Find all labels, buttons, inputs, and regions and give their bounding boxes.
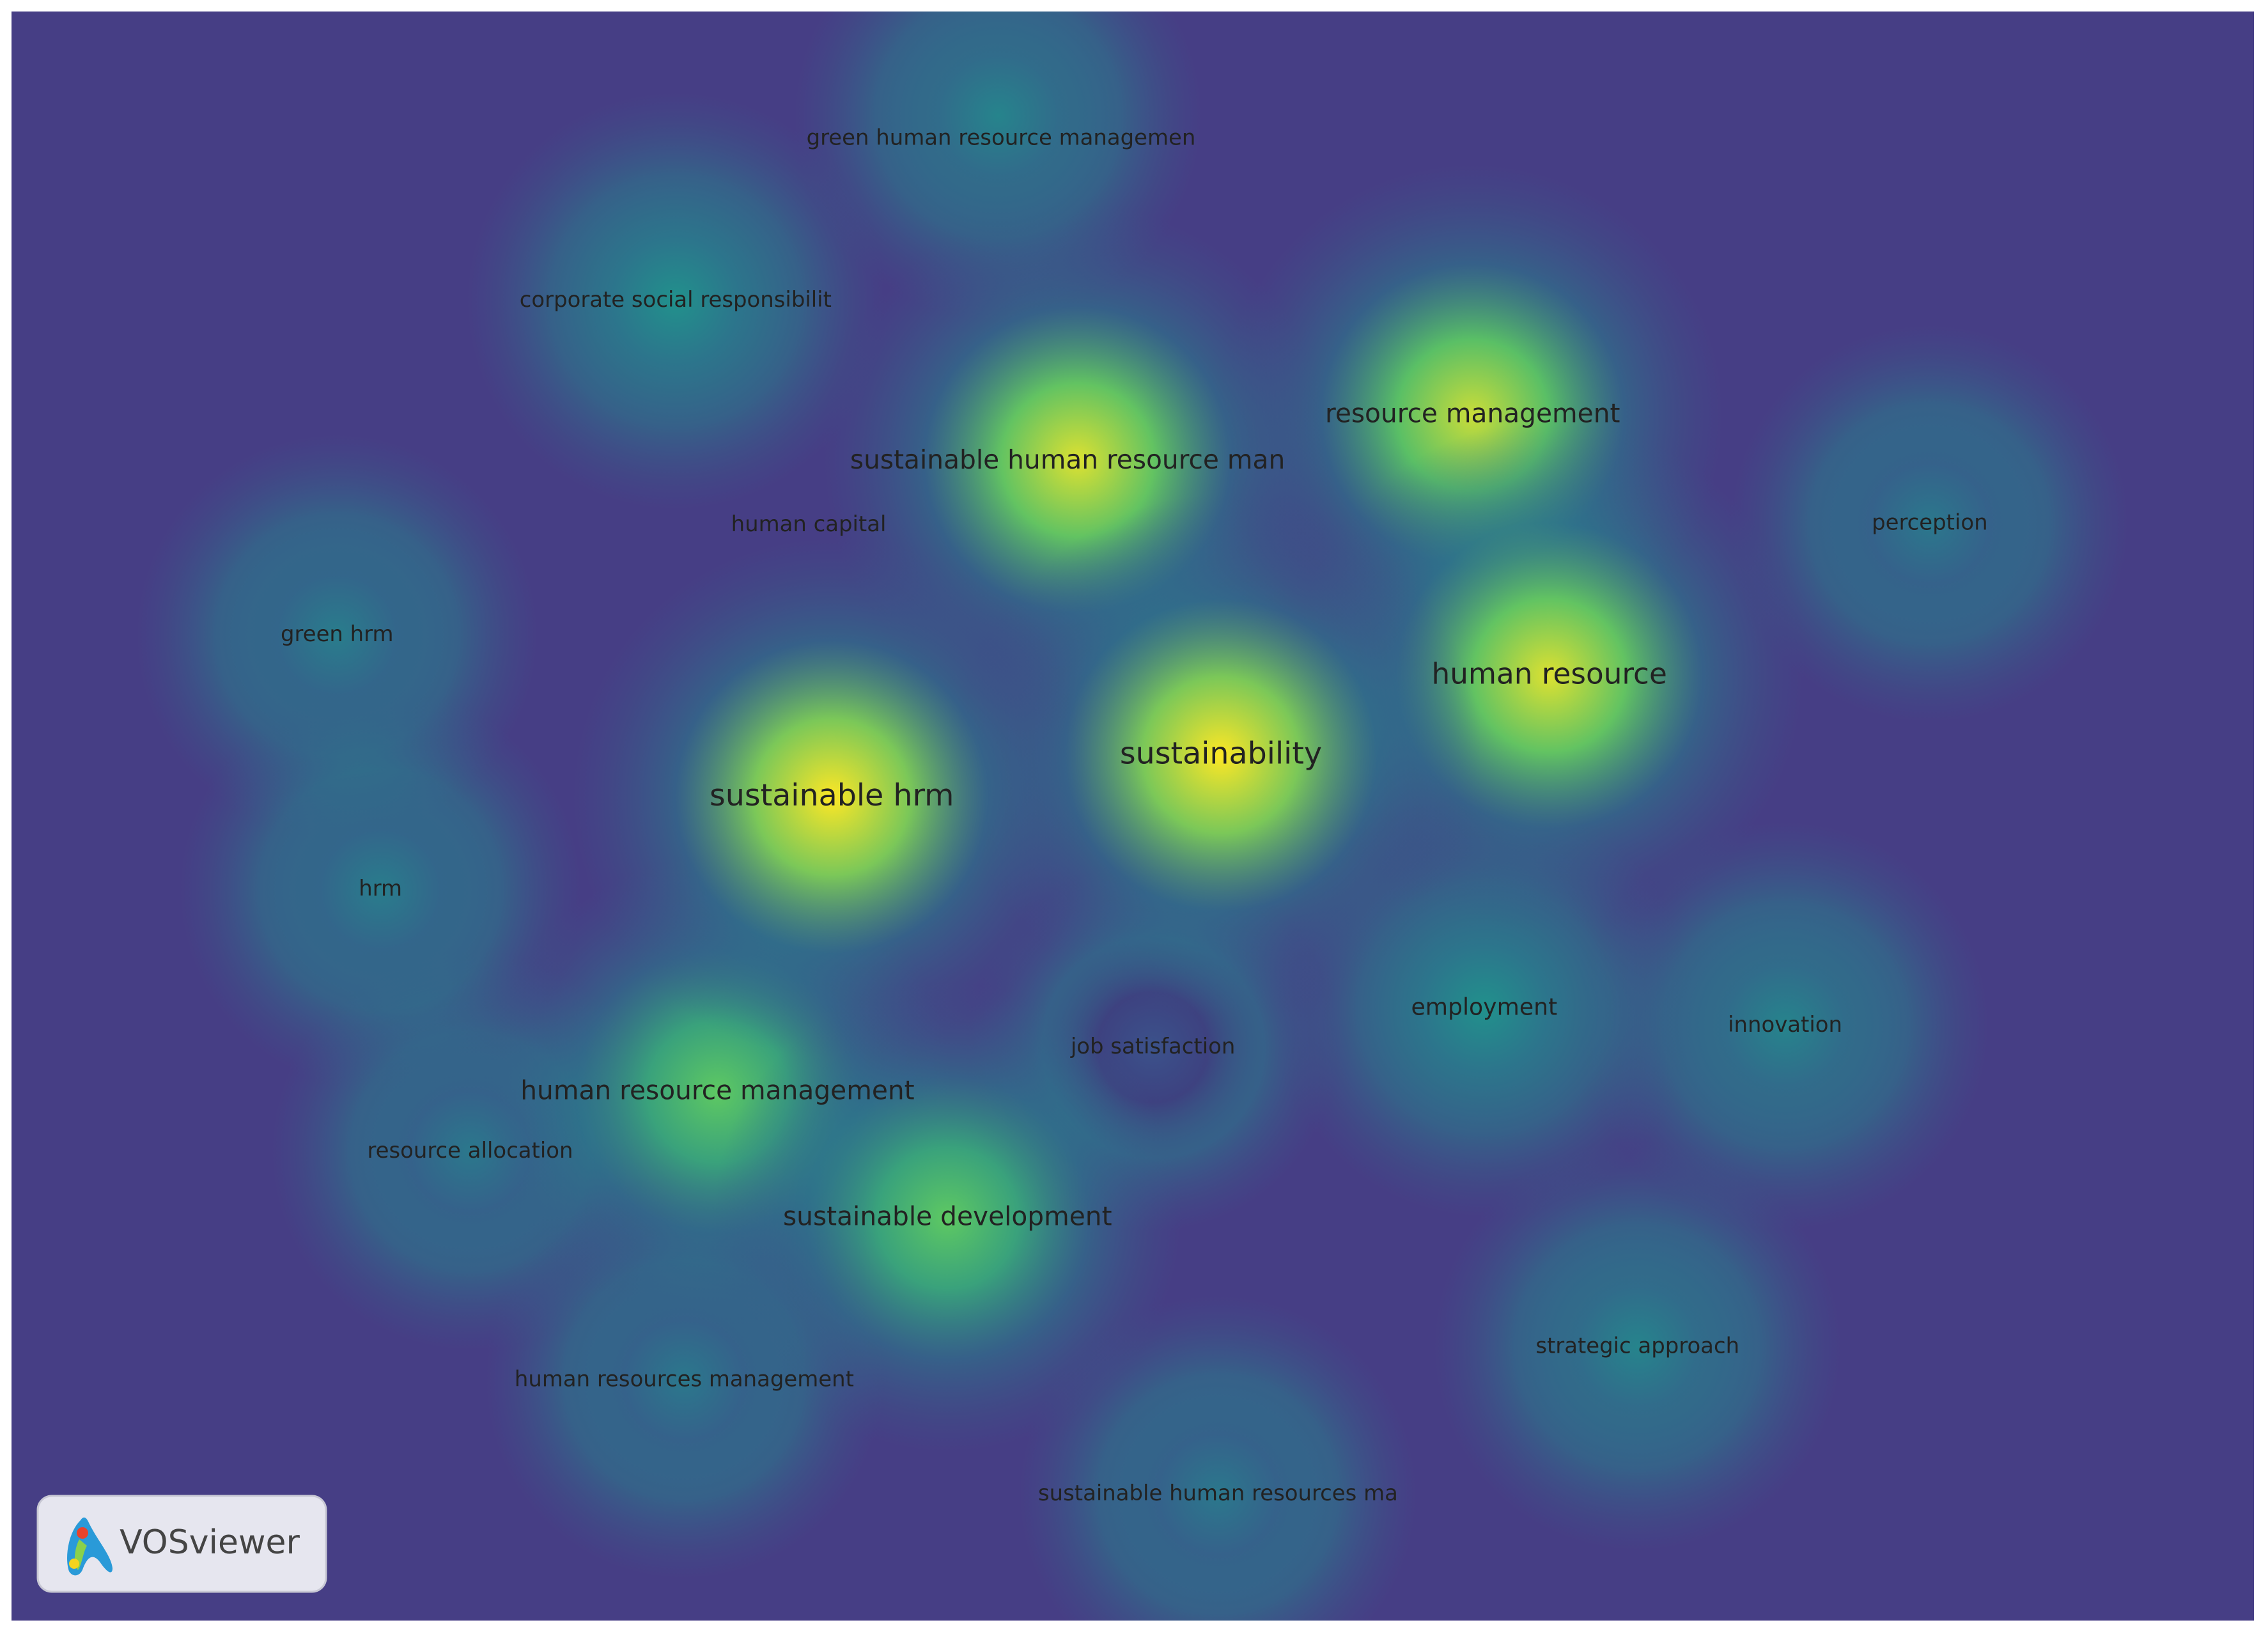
node-label[interactable]: human resource <box>1432 657 1667 690</box>
node-label[interactable]: sustainable human resource man <box>850 444 1285 475</box>
node-label[interactable]: hrm <box>359 876 402 901</box>
node-label[interactable]: sustainability <box>1120 736 1322 771</box>
density-blob <box>571 536 1092 1058</box>
node-label[interactable]: resource management <box>1325 398 1620 428</box>
density-blob <box>960 494 1482 1016</box>
node-label[interactable]: employment <box>1411 993 1557 1020</box>
node-label[interactable]: green human resource managemen <box>807 125 1196 150</box>
node-label[interactable]: human capital <box>731 511 887 536</box>
node-label[interactable]: sustainable development <box>783 1201 1112 1231</box>
node-label[interactable]: innovation <box>1728 1012 1842 1037</box>
density-blob <box>1730 323 2130 724</box>
node-label[interactable]: human resource management <box>520 1075 914 1106</box>
node-label[interactable]: resource allocation <box>367 1138 573 1163</box>
label-layer: green human resource managemen corporate … <box>281 125 1988 1505</box>
density-layer <box>135 12 2130 1621</box>
logo-icon <box>67 1517 113 1576</box>
node-label[interactable]: green hrm <box>281 621 394 646</box>
logo: VOSviewer <box>36 1495 327 1593</box>
node-label[interactable]: sustainable hrm <box>710 778 954 813</box>
node-label[interactable]: strategic approach <box>1535 1333 1739 1358</box>
density-blob <box>1580 821 1990 1231</box>
node-label[interactable]: sustainable human resources ma <box>1038 1481 1398 1505</box>
logo-text: VOSviewer <box>120 1523 300 1562</box>
density-blob <box>1433 1142 1842 1552</box>
node-label[interactable]: human resources management <box>515 1366 854 1391</box>
density-blob <box>178 688 582 1092</box>
density-blob <box>465 91 885 511</box>
node-label[interactable]: job satisfaction <box>1070 1034 1235 1059</box>
density-blob <box>712 983 1183 1454</box>
node-label[interactable]: corporate social responsibilit <box>520 287 832 312</box>
node-label[interactable]: perception <box>1872 510 1987 535</box>
